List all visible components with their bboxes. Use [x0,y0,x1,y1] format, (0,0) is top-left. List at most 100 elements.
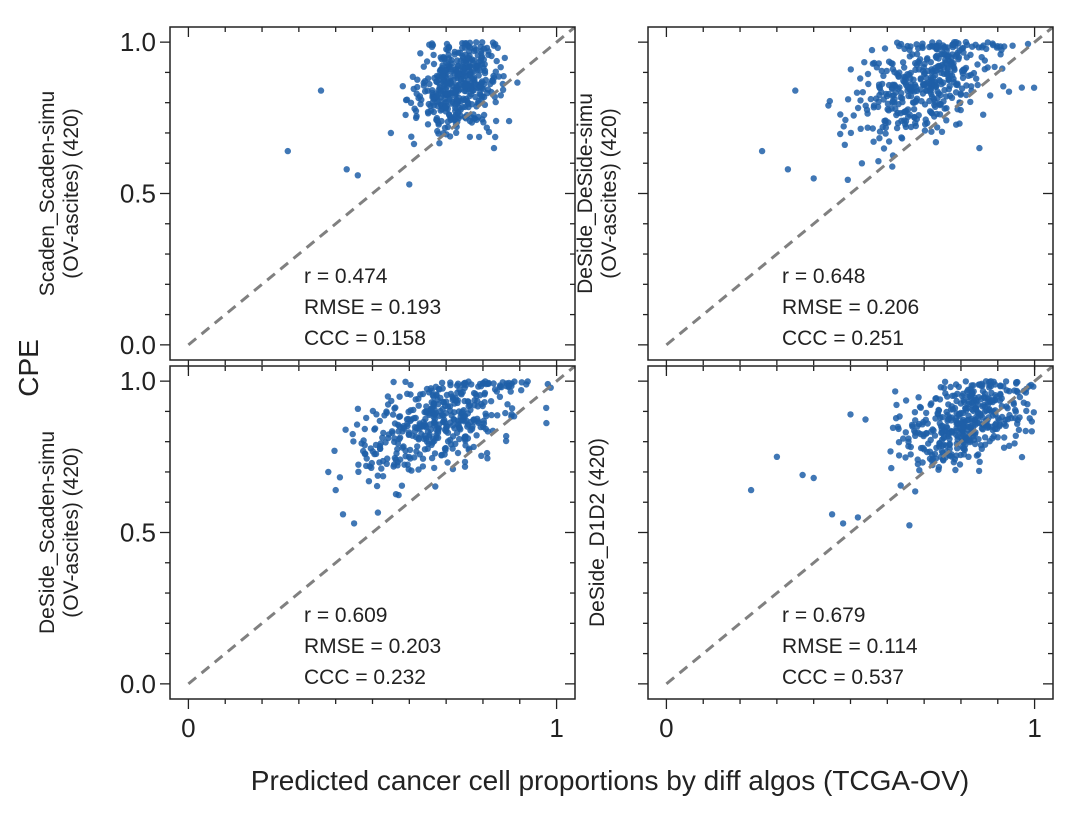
scatter-point [988,389,995,396]
scatter-point [880,96,887,103]
scatter-point [434,98,441,106]
scatter-point [908,421,916,429]
scatter-point [925,79,932,86]
scatter-point [881,45,889,52]
stat-label: r = 0.648 [782,265,865,288]
scatter-point [422,415,429,423]
scatter-point [997,383,1004,390]
scatter-point [914,456,921,463]
scatter-point [847,411,854,418]
scatter-point [501,54,508,62]
scatter-point [1018,453,1026,461]
scatter-point [432,483,439,490]
scatter-point [1014,389,1021,396]
scatter-point [936,396,944,403]
scatter-point [492,98,499,106]
scatter-point [464,42,471,49]
scatter-point [387,129,395,137]
axis-ticks [160,366,575,709]
scatter-point [906,71,913,78]
scatter-point [402,96,410,104]
scatter-point [933,54,940,61]
scatter-point [511,378,518,385]
scatter-point [864,124,871,131]
scatter-point [910,106,918,113]
scatter-point [461,412,469,420]
scatter-point [498,384,505,391]
scatter-point [451,51,458,58]
scatter-point [987,92,994,99]
scatter-point [436,140,443,147]
scatter-point [452,87,459,95]
scatter-point [379,457,387,465]
scatter-point [972,405,980,412]
scatter-point [458,391,465,398]
scatter-point [854,104,862,112]
scatter-point [1006,442,1013,449]
scatter-point [385,431,393,438]
scatter-point [933,444,940,451]
scatter-point [935,466,942,473]
scatter-point [461,433,469,440]
scatter-point [412,396,419,403]
scatter-point [449,422,456,429]
scatter-point [480,45,488,52]
scatter-point [499,86,507,94]
scatter-point [407,381,414,389]
scatter-point [916,467,923,474]
scatter-point [438,73,445,81]
scatter-point [981,441,989,448]
scatter-point [476,67,484,74]
x-tick-label: 1 [549,713,563,743]
scatter-point [503,382,510,390]
scatter-points [325,378,554,527]
scatter-point [473,39,480,46]
scatter-point [962,64,970,72]
scatter-point [917,404,924,411]
scatter-point [927,86,935,93]
scatter-point [913,50,921,58]
scatter-point [862,416,869,423]
scatter-point [984,39,991,46]
scatter-point [1005,88,1013,95]
scatter-point [475,72,482,79]
scatter-point [949,44,956,51]
scatter-point [284,147,291,155]
x-tick-label: 0 [181,713,195,743]
scatter-point [937,66,944,73]
scatter-point [940,434,947,442]
scatter-point [481,399,488,406]
scatter-point [950,75,957,83]
scatter-point [444,459,451,466]
scatter-point [492,133,499,141]
scatter-point [1016,414,1023,421]
scatter-point [461,418,468,425]
scatter-point [963,54,970,61]
scatter-point [924,119,931,127]
scatter-point [455,408,463,415]
scatter-point [428,405,435,413]
scatter-point [954,419,961,426]
scatter-point [485,51,492,58]
scatter-point [869,125,876,132]
scatter-point [924,55,931,62]
scatter-point [504,401,511,408]
scatter-point [929,456,937,463]
scatter-point [440,399,448,406]
scatter-point [428,454,436,462]
scatter-point [893,124,901,132]
panel-1: DeSide_DeSide-simu(OV-ascites) (420) r = … [574,26,1054,370]
scatter-point [492,117,500,125]
scatter-point [355,461,362,468]
axis-ticks [160,27,575,370]
scatter-point [889,424,897,431]
scatter-point [971,418,978,426]
scatter-point [1001,434,1008,441]
scatter-point [443,60,450,67]
panel-ylabel-line: (OV-ascites) (420) [60,447,83,617]
scatter-point [396,393,403,400]
panel-ylabel: DeSide_DeSide-simu(OV-ascites) (420) [574,93,621,294]
scatter-point [919,459,926,466]
scatter-point [881,117,888,125]
scatter-point [993,393,1000,401]
